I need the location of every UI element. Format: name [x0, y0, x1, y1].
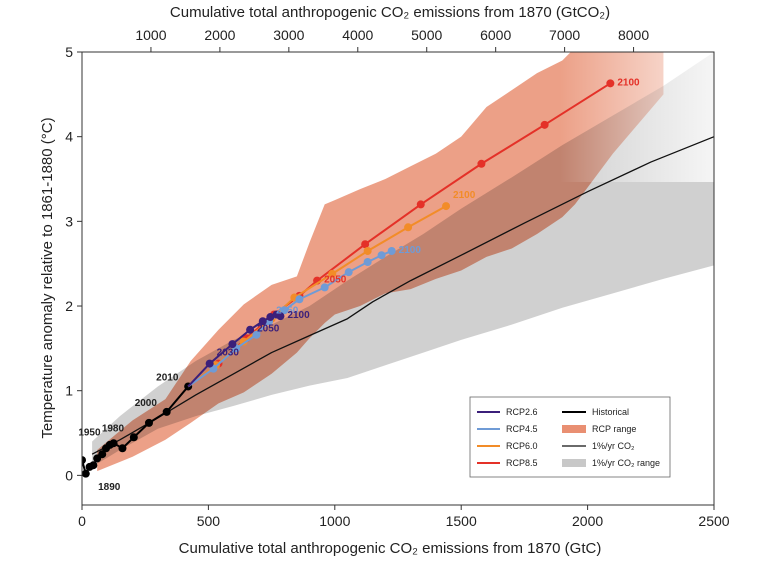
x2-tick-label: 2000: [204, 27, 235, 43]
data-point-historical: [109, 439, 118, 448]
legend-label-rcp4-5: RCP4.5: [506, 424, 538, 434]
data-point-historical: [98, 450, 107, 459]
data-point-rcp2-6: [258, 317, 267, 326]
data-point-rcp2-6: [205, 359, 214, 368]
data-point-historical: [162, 407, 171, 416]
data-point-rcp4-5: [363, 257, 372, 266]
y-tick-label: 3: [65, 213, 73, 229]
data-point-rcp2-6: [246, 325, 255, 334]
year-label-historical: 1980: [102, 423, 125, 434]
series-line-1-yr-co: [91, 136, 714, 455]
data-point-historical: [82, 469, 90, 478]
data-point-rcp4-5: [252, 330, 261, 339]
y-axis-title: Temperature anomaly relative to 1861-188…: [39, 117, 56, 438]
year-label-rcp4-5: 2100: [399, 245, 422, 256]
x2-tick-label: 6000: [480, 27, 511, 43]
x-tick-label: 1000: [319, 513, 350, 529]
data-point-rcp6-0: [328, 269, 337, 278]
legend-label-1-yr-co-range: 1%/yr CO₂ range: [592, 458, 660, 468]
x2-tick-label: 8000: [618, 27, 649, 43]
legend-label-rcp6-0: RCP6.0: [506, 441, 538, 451]
x-tick-label: 1500: [446, 513, 477, 529]
data-point-rcp8-5: [540, 120, 549, 129]
x2-tick-label: 7000: [549, 27, 580, 43]
x2-tick-label: 3000: [273, 27, 304, 43]
band-fade: [560, 52, 714, 182]
data-point-rcp8-5: [606, 79, 615, 88]
data-point-rcp4-5: [377, 251, 386, 260]
data-point-rcp6-0: [404, 223, 413, 232]
data-point-rcp4-5: [387, 246, 396, 255]
legend-label-1-yr-co: 1%/yr CO₂: [592, 441, 635, 451]
data-point-rcp8-5: [361, 240, 370, 249]
data-point-rcp4-5: [280, 306, 289, 315]
data-point-rcp4-5: [295, 295, 304, 304]
y-tick-label: 5: [65, 44, 73, 60]
year-label-historical: 1890: [98, 482, 121, 493]
y-tick-label: 0: [65, 467, 73, 483]
data-point-historical: [89, 461, 98, 470]
year-label-rcp8-5: 2100: [617, 77, 640, 88]
y-tick-label: 1: [65, 383, 73, 399]
data-point-rcp8-5: [477, 159, 486, 168]
legend-swatch-rcp-range: [562, 425, 586, 433]
year-label-rcp6-0: 2100: [453, 190, 476, 201]
data-point-historical: [129, 433, 138, 442]
legend-swatch-1-yr-co-range: [562, 459, 586, 467]
year-label-rcp2-6: 2030: [217, 348, 240, 359]
x2-tick-label: 5000: [411, 27, 442, 43]
data-point-rcp6-0: [442, 202, 451, 211]
legend-label-rcp2-6: RCP2.6: [506, 407, 538, 417]
data-point-rcp2-6: [276, 312, 285, 321]
y-tick-label: 4: [65, 129, 73, 145]
year-label-rcp2-6: 2050: [257, 324, 280, 335]
year-label-historical: 1950: [78, 427, 101, 438]
year-label-rcp4-5: 2050: [276, 305, 299, 316]
year-label-historical: 2000: [135, 398, 158, 409]
data-point-rcp8-5: [416, 200, 425, 209]
data-point-rcp2-6: [228, 340, 237, 349]
top-axis-title: Cumulative total anthropogenic CO₂ emiss…: [170, 4, 610, 21]
data-point-rcp2-6: [266, 313, 275, 322]
legend-label-rcp-range: RCP range: [592, 424, 636, 434]
data-point-historical: [144, 418, 153, 427]
legend-label-rcp8-5: RCP8.5: [506, 458, 538, 468]
data-point-rcp6-0: [363, 246, 372, 255]
year-label-rcp2-6: 2100: [287, 310, 310, 321]
x-tick-label: 0: [78, 513, 86, 529]
data-point-rcp4-5: [344, 268, 353, 277]
band-1-yr-co-range: [92, 52, 714, 467]
x2-tick-label: 1000: [135, 27, 166, 43]
x-tick-label: 500: [197, 513, 221, 529]
year-label-rcp8-5: 2050: [324, 275, 347, 286]
plot-frame: [81, 51, 715, 506]
data-point-historical: [82, 456, 86, 465]
data-point-rcp4-5: [320, 283, 329, 292]
legend-label-historical: Historical: [592, 407, 629, 417]
y-tick-label: 2: [65, 298, 73, 314]
x-tick-label: 2000: [572, 513, 603, 529]
year-label-historical: 2010: [156, 372, 179, 383]
bottom-axis-title: Cumulative total anthropogenic CO₂ emiss…: [179, 540, 602, 557]
x-tick-label: 2500: [698, 513, 729, 529]
data-point-historical: [118, 444, 127, 453]
x2-tick-label: 4000: [342, 27, 373, 43]
